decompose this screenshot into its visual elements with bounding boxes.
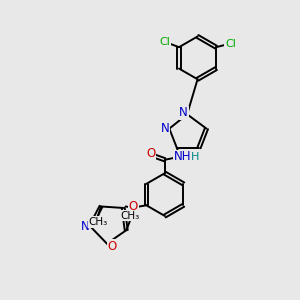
Text: N: N [179, 106, 188, 119]
Text: N: N [161, 122, 170, 135]
Text: Cl: Cl [159, 37, 170, 47]
Text: N: N [81, 220, 90, 233]
Text: O: O [129, 200, 138, 213]
Text: CH₃: CH₃ [120, 211, 140, 221]
Text: Cl: Cl [225, 39, 236, 49]
Text: O: O [146, 147, 155, 161]
Text: O: O [108, 240, 117, 253]
Text: H: H [191, 152, 200, 162]
Text: NH: NH [174, 150, 191, 163]
Text: CH₃: CH₃ [88, 217, 108, 227]
